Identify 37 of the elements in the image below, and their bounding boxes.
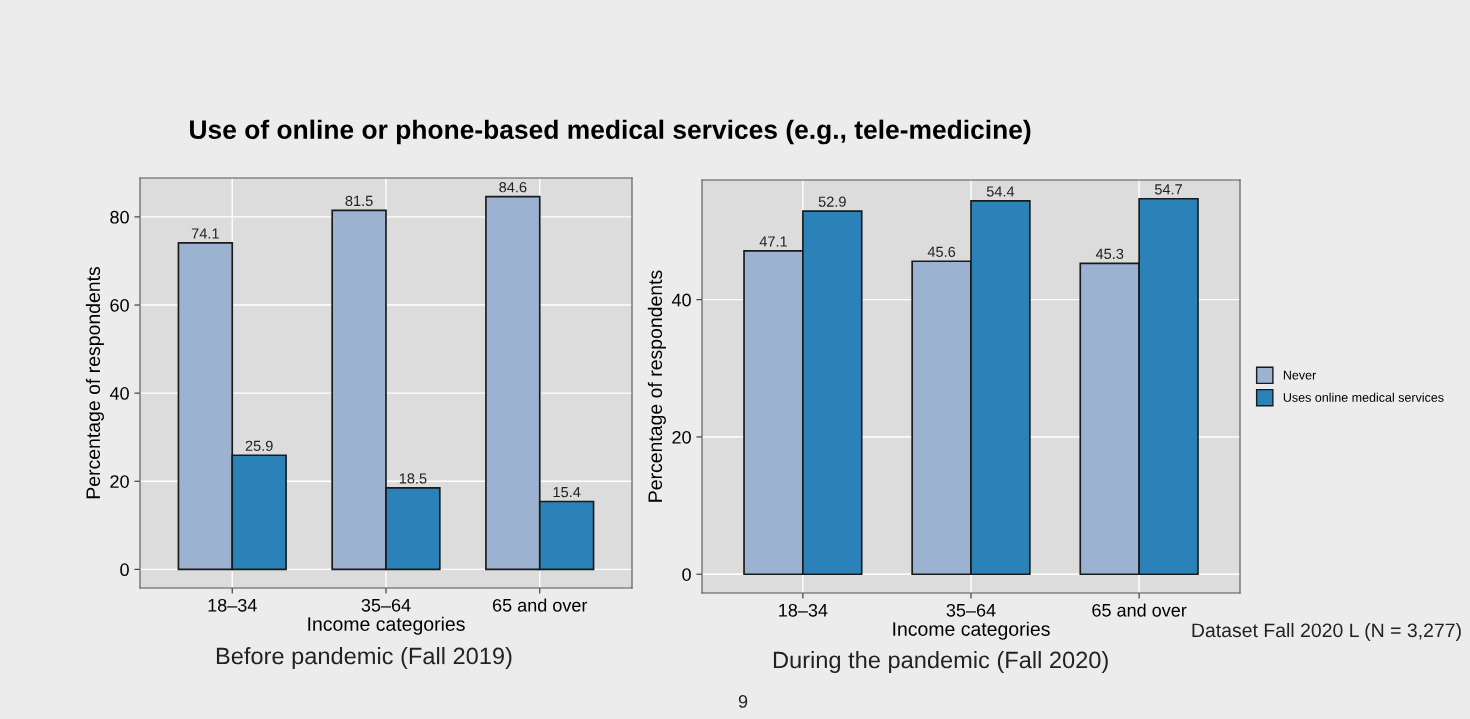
y-tick-label: 20 [110,475,129,488]
x-tick-label: 65 and over [1092,603,1187,617]
data-label: 18.5 [399,473,427,484]
chart-title: Use of online or phone-based medical services (e.g., tele-medicine) [190,119,1031,145]
data-label: 54.7 [1154,184,1183,195]
data-label: 84.6 [499,182,527,193]
y-tick-label: 20 [672,430,691,444]
text: 9 [738,695,748,708]
x-tick-label: 18–34 [208,598,257,612]
legend-label: Never [1283,370,1317,380]
data-label: 74.1 [191,228,219,239]
text: Dataset Fall 2020 L (N = 3,277) [1192,622,1461,642]
legend-label: Uses online medical services [1283,392,1444,402]
data-label: 81.5 [345,195,373,207]
x-tick-label: 35–64 [361,598,411,612]
data-label: 54.4 [986,186,1015,197]
y-tick-label: 40 [109,387,129,400]
text: During the pandemic (Fall 2020) [773,650,1108,674]
x-tick-label: 35–64 [946,603,996,617]
x-tick-label: 18–34 [779,603,828,617]
x-axis-title: Income categories [893,621,1050,640]
y-tick-label: 0 [682,568,691,581]
data-label: 45.6 [927,246,956,257]
data-label: 45.3 [1095,248,1124,260]
data-label: 47.1 [759,236,787,247]
y-tick-label: 60 [110,298,129,312]
y-tick-label: 40 [671,293,691,307]
y-axis-title: Percentage of respondents [85,266,104,499]
x-axis-title: Income categories [308,616,465,635]
y-tick-label: 80 [110,210,129,224]
data-label: 15.4 [553,487,581,498]
x-tick-label: 65 and over [492,598,588,612]
y-tick-label: 0 [120,563,129,577]
data-label: 25.9 [245,440,273,451]
data-label: 52.9 [818,196,846,207]
y-axis-title: Percentage of respondents [647,270,666,502]
text: Before pandemic (Fall 2019) [216,646,512,670]
